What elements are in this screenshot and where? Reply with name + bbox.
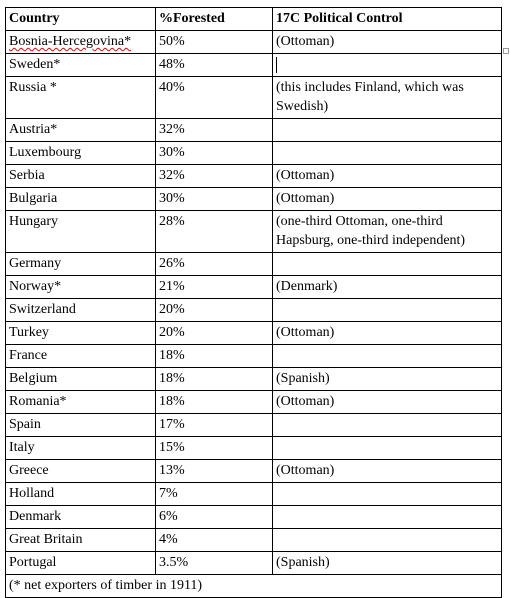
- table-row: Hungary 28% (one-third Ottoman, one-third …: [5, 210, 502, 253]
- cell-country[interactable]: Serbia: [5, 164, 156, 188]
- cell-forested[interactable]: 18%: [155, 367, 273, 391]
- cell-control[interactable]: [272, 118, 502, 142]
- cell-country[interactable]: Turkey: [5, 321, 156, 345]
- cell-forested[interactable]: 21%: [155, 275, 273, 299]
- cell-country[interactable]: Switzerland: [5, 298, 156, 322]
- cell-country[interactable]: Belgium: [5, 367, 156, 391]
- cell-country[interactable]: Spain: [5, 413, 156, 437]
- table-row: Holland 7%: [5, 482, 502, 506]
- table-row: Turkey 20% (Ottoman): [5, 321, 502, 345]
- cell-forested[interactable]: 20%: [155, 298, 273, 322]
- cell-forested[interactable]: 30%: [155, 187, 273, 211]
- cell-control[interactable]: (one-third Ottoman, one-third Hapsburg, …: [272, 210, 502, 253]
- cell-forested[interactable]: 48%: [155, 53, 273, 77]
- cell-country[interactable]: Portugal: [5, 551, 156, 575]
- cell-control[interactable]: [272, 436, 502, 460]
- table-row: Austria* 32%: [5, 118, 502, 142]
- cell-forested[interactable]: 13%: [155, 459, 273, 483]
- cell-control[interactable]: (Spanish): [272, 367, 502, 391]
- cell-country[interactable]: Germany: [5, 252, 156, 276]
- cell-country[interactable]: Luxembourg: [5, 141, 156, 165]
- cell-forested[interactable]: 32%: [155, 118, 273, 142]
- table-row: Bosnia-Hercegovina* 50% (Ottoman): [5, 30, 502, 54]
- cell-control[interactable]: (Ottoman): [272, 187, 502, 211]
- forest-table: Country %Forested 17C Political Control …: [5, 7, 502, 598]
- table-row: Sweden* 48%: [5, 53, 502, 77]
- cell-forested[interactable]: 18%: [155, 390, 273, 414]
- cell-control[interactable]: [272, 344, 502, 368]
- text-cursor: [276, 57, 277, 73]
- cell-control[interactable]: [272, 53, 502, 77]
- cell-forested[interactable]: 28%: [155, 210, 273, 253]
- table-row: Spain 17%: [5, 413, 502, 437]
- cell-forested[interactable]: 4%: [155, 528, 273, 552]
- cell-country[interactable]: Hungary: [5, 210, 156, 253]
- cell-control[interactable]: (Ottoman): [272, 459, 502, 483]
- footnote[interactable]: (* net exporters of timber in 1911): [5, 574, 502, 598]
- cell-forested[interactable]: 7%: [155, 482, 273, 506]
- table-row: France 18%: [5, 344, 502, 368]
- table-row: Norway* 21% (Denmark): [5, 275, 502, 299]
- cell-country[interactable]: Bulgaria: [5, 187, 156, 211]
- cell-country[interactable]: Bosnia-Hercegovina*: [5, 30, 156, 54]
- cell-control[interactable]: (Ottoman): [272, 321, 502, 345]
- table-row: Italy 15%: [5, 436, 502, 460]
- cell-control[interactable]: [272, 528, 502, 552]
- cell-country[interactable]: Austria*: [5, 118, 156, 142]
- cell-control[interactable]: (Ottoman): [272, 390, 502, 414]
- cell-forested[interactable]: 17%: [155, 413, 273, 437]
- cell-forested[interactable]: 15%: [155, 436, 273, 460]
- cell-country[interactable]: France: [5, 344, 156, 368]
- cell-forested[interactable]: 32%: [155, 164, 273, 188]
- table-row: Bulgaria 30% (Ottoman): [5, 187, 502, 211]
- cell-forested[interactable]: 20%: [155, 321, 273, 345]
- table-row: Belgium 18% (Spanish): [5, 367, 502, 391]
- cell-control[interactable]: (Ottoman): [272, 164, 502, 188]
- cell-forested[interactable]: 26%: [155, 252, 273, 276]
- cell-control[interactable]: [272, 413, 502, 437]
- cell-control[interactable]: (Ottoman): [272, 30, 502, 54]
- cell-control[interactable]: [272, 141, 502, 165]
- table-resize-handle[interactable]: [503, 48, 509, 54]
- table-footnote-row: (* net exporters of timber in 1911): [5, 574, 502, 598]
- cell-country[interactable]: Denmark: [5, 505, 156, 529]
- cell-forested[interactable]: 50%: [155, 30, 273, 54]
- table-row: Germany 26%: [5, 252, 502, 276]
- table-row: Greece 13% (Ottoman): [5, 459, 502, 483]
- cell-control[interactable]: [272, 482, 502, 506]
- cell-control[interactable]: (Denmark): [272, 275, 502, 299]
- cell-country[interactable]: Norway*: [5, 275, 156, 299]
- cell-control[interactable]: [272, 298, 502, 322]
- table-row: Great Britain 4%: [5, 528, 502, 552]
- cell-country[interactable]: Romania*: [5, 390, 156, 414]
- cell-country[interactable]: Sweden*: [5, 53, 156, 77]
- cell-country[interactable]: Italy: [5, 436, 156, 460]
- table-header-row: Country %Forested 17C Political Control: [5, 7, 502, 31]
- table-body: Bosnia-Hercegovina* 50% (Ottoman) Sweden* 48…: [5, 30, 502, 575]
- table-row: Denmark 6%: [5, 505, 502, 529]
- table-row: Switzerland 20%: [5, 298, 502, 322]
- cell-control[interactable]: [272, 252, 502, 276]
- table-row: Luxembourg 30%: [5, 141, 502, 165]
- cell-country[interactable]: Greece: [5, 459, 156, 483]
- cell-control[interactable]: (Spanish): [272, 551, 502, 575]
- table-row: Romania* 18% (Ottoman): [5, 390, 502, 414]
- cell-control[interactable]: [272, 505, 502, 529]
- cell-forested[interactable]: 40%: [155, 76, 273, 119]
- cell-control[interactable]: (this includes Finland, which was Swedis…: [272, 76, 502, 119]
- header-control[interactable]: 17C Political Control: [272, 7, 502, 31]
- cell-country[interactable]: Great Britain: [5, 528, 156, 552]
- cell-forested[interactable]: 6%: [155, 505, 273, 529]
- header-forested[interactable]: %Forested: [155, 7, 273, 31]
- table-row: Serbia 32% (Ottoman): [5, 164, 502, 188]
- cell-forested[interactable]: 18%: [155, 344, 273, 368]
- table-row: Russia * 40% (this includes Finland, which…: [5, 76, 502, 119]
- cell-country[interactable]: Holland: [5, 482, 156, 506]
- cell-forested[interactable]: 3.5%: [155, 551, 273, 575]
- cell-country[interactable]: Russia *: [5, 76, 156, 119]
- cell-forested[interactable]: 30%: [155, 141, 273, 165]
- header-country[interactable]: Country: [5, 7, 156, 31]
- table-row: Portugal 3.5% (Spanish): [5, 551, 502, 575]
